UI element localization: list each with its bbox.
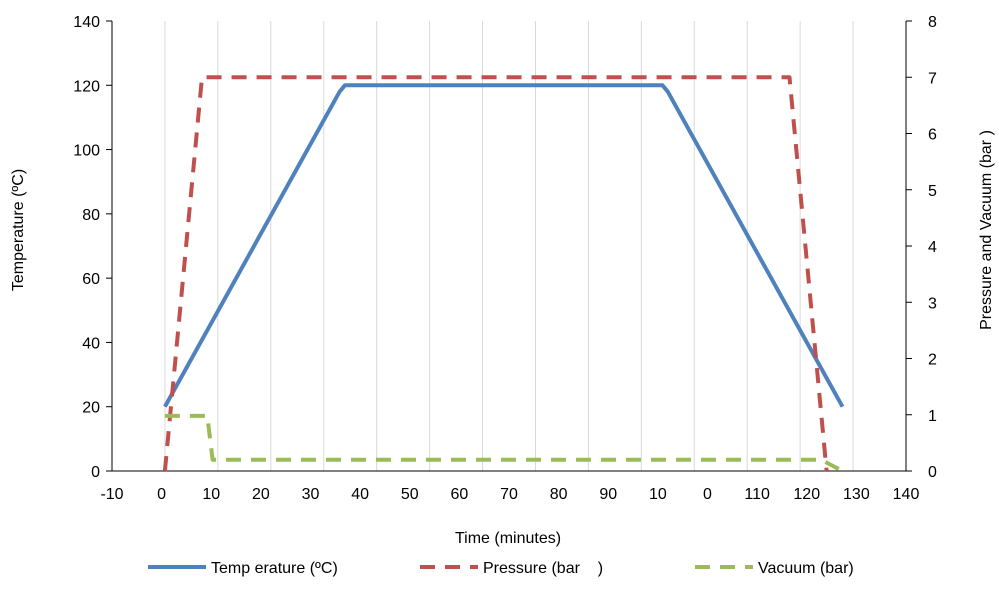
grid-lines [164, 21, 854, 471]
y2-tick-label: 7 [928, 70, 937, 87]
x-tick-label: 50 [401, 486, 419, 503]
x-tick-label: 0 [703, 486, 712, 503]
x-tick-label: 0 [157, 486, 166, 503]
y-tick-label: 20 [82, 400, 100, 417]
y-tick-label: 120 [73, 78, 100, 95]
series-line-pressure-bar [162, 75, 829, 472]
y2-tick-label: 6 [928, 127, 937, 144]
series-line-temp-erature-c [163, 83, 845, 408]
y2-tick-label: 2 [928, 352, 937, 369]
y-axis-label: Temperature (ºC) [10, 169, 27, 291]
x-axis-label: Time (minutes) [455, 530, 561, 547]
y2-tick-label: 4 [928, 239, 937, 256]
y-tick-label: 80 [82, 207, 100, 224]
x-tick-label: -10 [100, 486, 123, 503]
y-tick-label: 40 [82, 335, 100, 352]
y2-tick-label: 1 [928, 408, 937, 425]
y-tick-label: 0 [91, 464, 100, 481]
x-tick-label: 20 [252, 486, 270, 503]
legend-label: Temp erature (ºC) [211, 560, 338, 577]
x-tick-label: 30 [302, 486, 320, 503]
x-tick-label: 40 [351, 486, 369, 503]
tick-labels: -10 0 10 20 30 40 50 60 70 80 90 10 0 110 120 130 140020… [73, 14, 937, 503]
legend: Temp erature (ºC) Pressure (bar ) Vacuum (… [148, 560, 854, 577]
y-tick-label: 60 [82, 271, 100, 288]
x-tick-label: 60 [450, 486, 468, 503]
y2-axis-label: Pressure and Vacuum (bar ) [978, 130, 995, 330]
y2-tick-label: 3 [928, 295, 937, 312]
x-tick-label: 120 [793, 486, 820, 503]
y-tick-label: 140 [73, 14, 100, 31]
axes [111, 21, 907, 472]
x-tick-label: 70 [500, 486, 518, 503]
y-tick-label: 100 [73, 143, 100, 160]
x-tick-label: 140 [893, 486, 920, 503]
y2-tick-label: 0 [928, 464, 937, 481]
legend-label: Pressure (bar ) [483, 560, 603, 577]
series-line-vacuum-bar [164, 413, 844, 473]
y2-tick-label: 5 [928, 183, 937, 200]
x-tick-label: 90 [599, 486, 617, 503]
y2-tick-label: 8 [928, 14, 937, 31]
x-tick-label: 80 [550, 486, 568, 503]
legend-label: Vacuum (bar) [758, 560, 854, 577]
x-tick-label: 110 [744, 486, 770, 503]
x-tick-label: 130 [843, 486, 870, 503]
x-tick-label: 10 [649, 486, 667, 503]
series-lines [162, 75, 845, 473]
x-tick-label: 10 [202, 486, 220, 503]
